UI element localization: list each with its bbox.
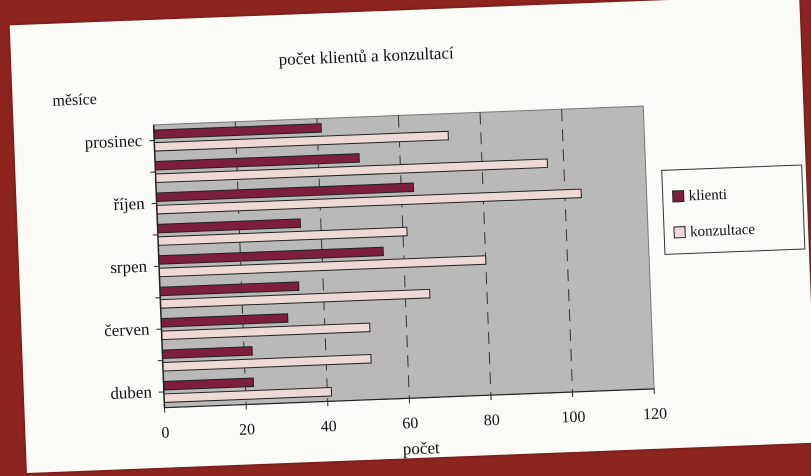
x-axis-label: počet <box>402 438 440 458</box>
chart-photo: počet klientů a konzultací měsíce počet … <box>9 0 811 473</box>
legend-box <box>661 164 806 255</box>
x-tick-labels: 0 20 40 60 80 100 120 <box>161 388 668 442</box>
gridline-40 <box>316 118 329 402</box>
legend-swatch-konzultace <box>673 226 686 239</box>
x-tick-label-20: 20 <box>239 421 256 439</box>
x-tick-label-120: 120 <box>643 405 668 423</box>
x-tick-label-40: 40 <box>320 418 337 436</box>
legend-label-klienti: klienti <box>688 187 727 204</box>
legend: klienti konzultace <box>661 164 806 255</box>
category-label-červen: červen <box>104 320 150 341</box>
legend-label-konzultace: konzultace <box>690 222 756 240</box>
gridline-60 <box>397 115 410 399</box>
y-axis-label: měsíce <box>52 91 97 110</box>
x-tick-label-60: 60 <box>402 415 419 433</box>
legend-swatch-klienti <box>672 190 685 203</box>
category-label-prosinec: prosinec <box>84 131 143 152</box>
gridlines <box>234 109 574 405</box>
category-label-srpen: srpen <box>110 257 148 277</box>
bar-chart: počet klientů a konzultací měsíce počet … <box>52 43 806 459</box>
x-tick-label-0: 0 <box>161 425 170 442</box>
gridline-80 <box>479 112 492 396</box>
gridline-20 <box>234 121 247 405</box>
category-label-duben: duben <box>110 382 153 403</box>
category-labels: duben červen srpen říjen prosinec <box>84 131 164 403</box>
category-label-říjen: říjen <box>113 194 145 214</box>
x-tick-label-100: 100 <box>561 409 586 427</box>
x-tick-label-80: 80 <box>484 412 501 430</box>
gridline-100 <box>561 109 574 393</box>
chart-title: počet klientů a konzultací <box>278 43 454 69</box>
